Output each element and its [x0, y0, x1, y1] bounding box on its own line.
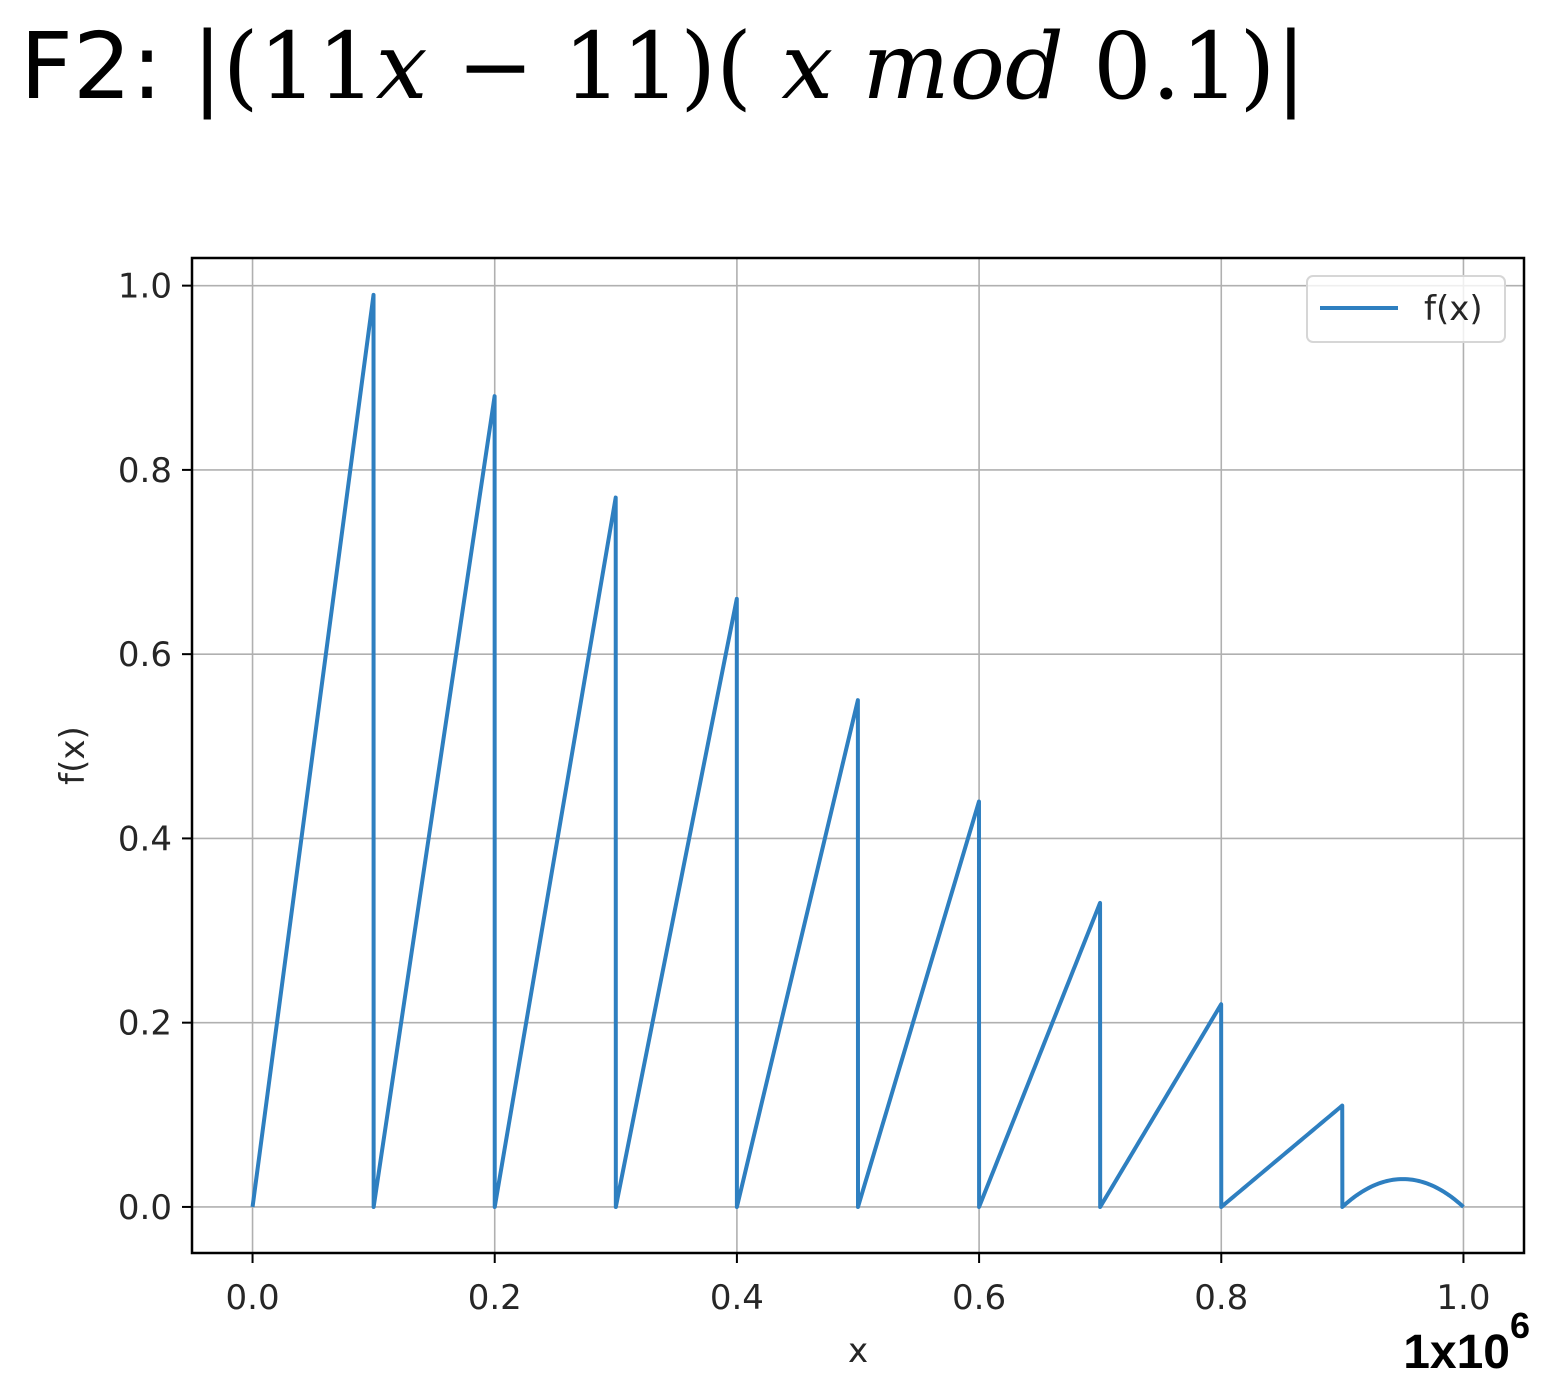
- x-tick-label: 1.0: [1436, 1278, 1490, 1318]
- x-tick-label: 0.6: [952, 1278, 1006, 1318]
- formula-prefix: F2:: [20, 13, 192, 120]
- x-scale-exponent: 6: [1510, 1305, 1530, 1346]
- y-tick-label: 0.0: [118, 1188, 172, 1228]
- formula-part-2: x: [375, 13, 428, 120]
- legend-label: f(x): [1424, 289, 1483, 329]
- y-tick-label: 0.6: [118, 635, 172, 675]
- plot-frame: [190, 256, 1526, 1255]
- legend: f(x): [1306, 275, 1506, 343]
- y-tick-label: 0.4: [118, 819, 172, 859]
- x-tick-label: 0.8: [1194, 1278, 1248, 1318]
- legend-box: [1306, 275, 1506, 343]
- formula-part-4: x mod: [781, 13, 1064, 120]
- y-tick-label: 0.2: [118, 1004, 172, 1044]
- x-tick-label: 0.0: [226, 1278, 280, 1318]
- x-scale-base: 1x10: [1403, 1326, 1510, 1379]
- x-axis-label: x: [848, 1331, 868, 1371]
- x-scale-note: 1x106: [1403, 1305, 1530, 1379]
- x-tick-label: 0.2: [468, 1278, 522, 1318]
- y-tick-label: 0.8: [118, 451, 172, 491]
- formula-part-5: 0.1)|: [1063, 13, 1307, 120]
- series: [250, 292, 1465, 1209]
- formula-part-3: − 11)(: [427, 13, 782, 120]
- y-tick-label: 1.0: [118, 267, 172, 307]
- series-line: [250, 292, 1465, 1209]
- y-axis-label: f(x): [53, 726, 93, 785]
- x-tick-label: 0.4: [710, 1278, 764, 1318]
- formula-title: F2: |(11x − 11)( x mod 0.1)|: [20, 14, 1306, 120]
- formula-part-1: |(11: [191, 13, 376, 120]
- y-ticks: 0.0 0.2 0.4 0.6 0.8 1.0: [118, 267, 192, 1228]
- x-ticks: 0.0 0.2 0.4 0.6 0.8 1.0: [226, 1253, 1490, 1318]
